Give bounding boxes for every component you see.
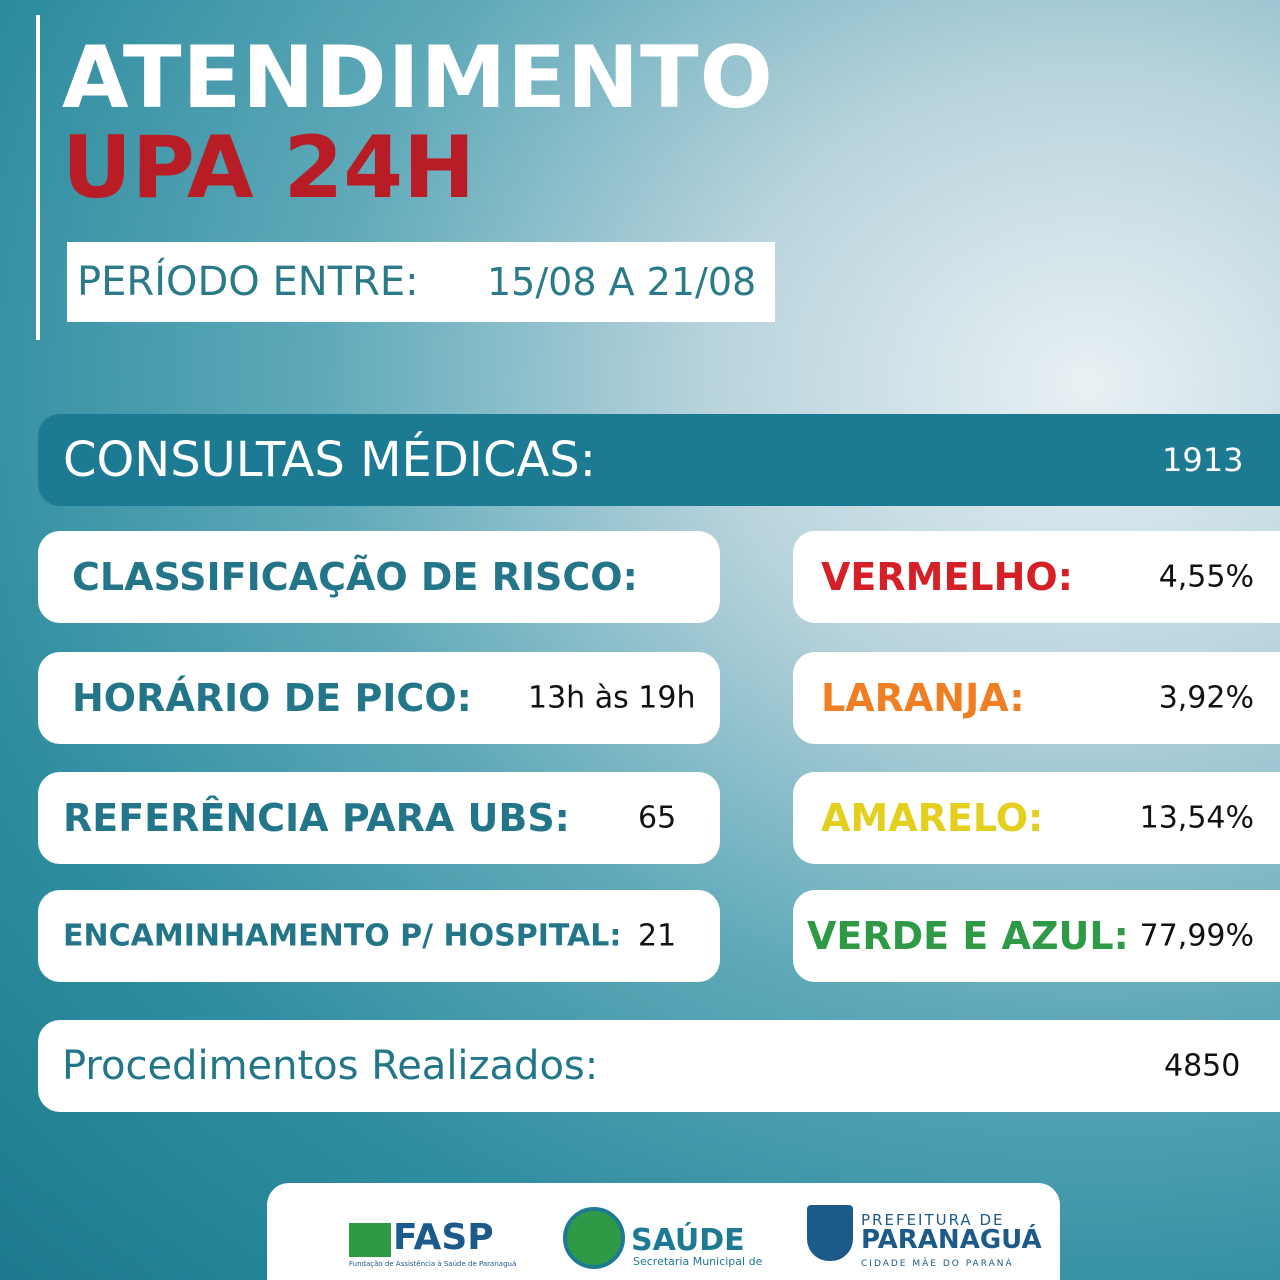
- footer: FASP Fundação de Assistência à Saúde de …: [267, 1183, 1060, 1280]
- procedures-label: Procedimentos Realizados:: [62, 1043, 599, 1089]
- fasp-icon: [349, 1223, 391, 1257]
- info-label: HORÁRIO DE PICO:: [72, 676, 472, 720]
- saude-name: SAÚDE: [631, 1223, 745, 1258]
- info-value: 21: [638, 918, 677, 954]
- consultations-bar: CONSULTAS MÉDICAS: 1913: [38, 414, 1280, 506]
- risk-value: 13,54%: [1139, 800, 1254, 836]
- consultations-value: 1913: [1162, 441, 1244, 479]
- risk-box: VERDE E AZUL: 77,99%: [793, 890, 1280, 982]
- info-label: ENCAMINHAMENTO P/ HOSPITAL:: [63, 918, 622, 954]
- info-value: 65: [638, 800, 677, 836]
- prefeitura-crest: [807, 1205, 853, 1261]
- info-label: CLASSIFICAÇÃO DE RISCO:: [72, 555, 638, 599]
- period-value: 15/08 A 21/08: [487, 260, 757, 304]
- period-label: PERÍODO ENTRE:: [77, 259, 419, 305]
- info-box: CLASSIFICAÇÃO DE RISCO:: [38, 531, 720, 623]
- risk-value: 77,99%: [1139, 918, 1254, 954]
- risk-value: 4,55%: [1158, 559, 1254, 595]
- info-box: REFERÊNCIA PARA UBS: 65: [38, 772, 720, 864]
- prefeitura-line2: PARANAGUÁ: [861, 1225, 1042, 1255]
- info-label: REFERÊNCIA PARA UBS:: [63, 796, 570, 840]
- info-value: 13h às 19h: [528, 680, 696, 716]
- risk-label: VERMELHO:: [821, 555, 1073, 599]
- info-box: HORÁRIO DE PICO: 13h às 19h: [38, 652, 720, 744]
- risk-box: VERMELHO: 4,55%: [793, 531, 1280, 623]
- period-box: PERÍODO ENTRE: 15/08 A 21/08: [67, 242, 775, 322]
- risk-label: AMARELO:: [821, 796, 1044, 840]
- risk-box: LARANJA: 3,92%: [793, 652, 1280, 744]
- saude-icon: [563, 1207, 625, 1269]
- prefeitura-line1: PREFEITURA DE: [861, 1211, 1005, 1229]
- info-box: ENCAMINHAMENTO P/ HOSPITAL: 21: [38, 890, 720, 982]
- saude-caption: Secretaria Municipal de: [633, 1255, 763, 1268]
- prefeitura-caption: CIDADE MÃE DO PARANÁ: [861, 1259, 1014, 1269]
- consultations-label: CONSULTAS MÉDICAS:: [63, 432, 596, 488]
- risk-label: VERDE E AZUL:: [807, 914, 1129, 958]
- title: ATENDIMENTO: [62, 28, 774, 128]
- fasp-caption: Fundação de Assistência à Saúde de Paran…: [349, 1260, 517, 1268]
- procedures-box: Procedimentos Realizados: 4850: [38, 1020, 1280, 1112]
- risk-label: LARANJA:: [821, 676, 1025, 720]
- fasp-name: FASP: [393, 1217, 494, 1258]
- risk-box: AMARELO: 13,54%: [793, 772, 1280, 864]
- risk-value: 3,92%: [1158, 680, 1254, 716]
- subtitle: UPA 24H: [62, 118, 476, 218]
- accent-line: [36, 15, 40, 340]
- procedures-value: 4850: [1164, 1048, 1241, 1084]
